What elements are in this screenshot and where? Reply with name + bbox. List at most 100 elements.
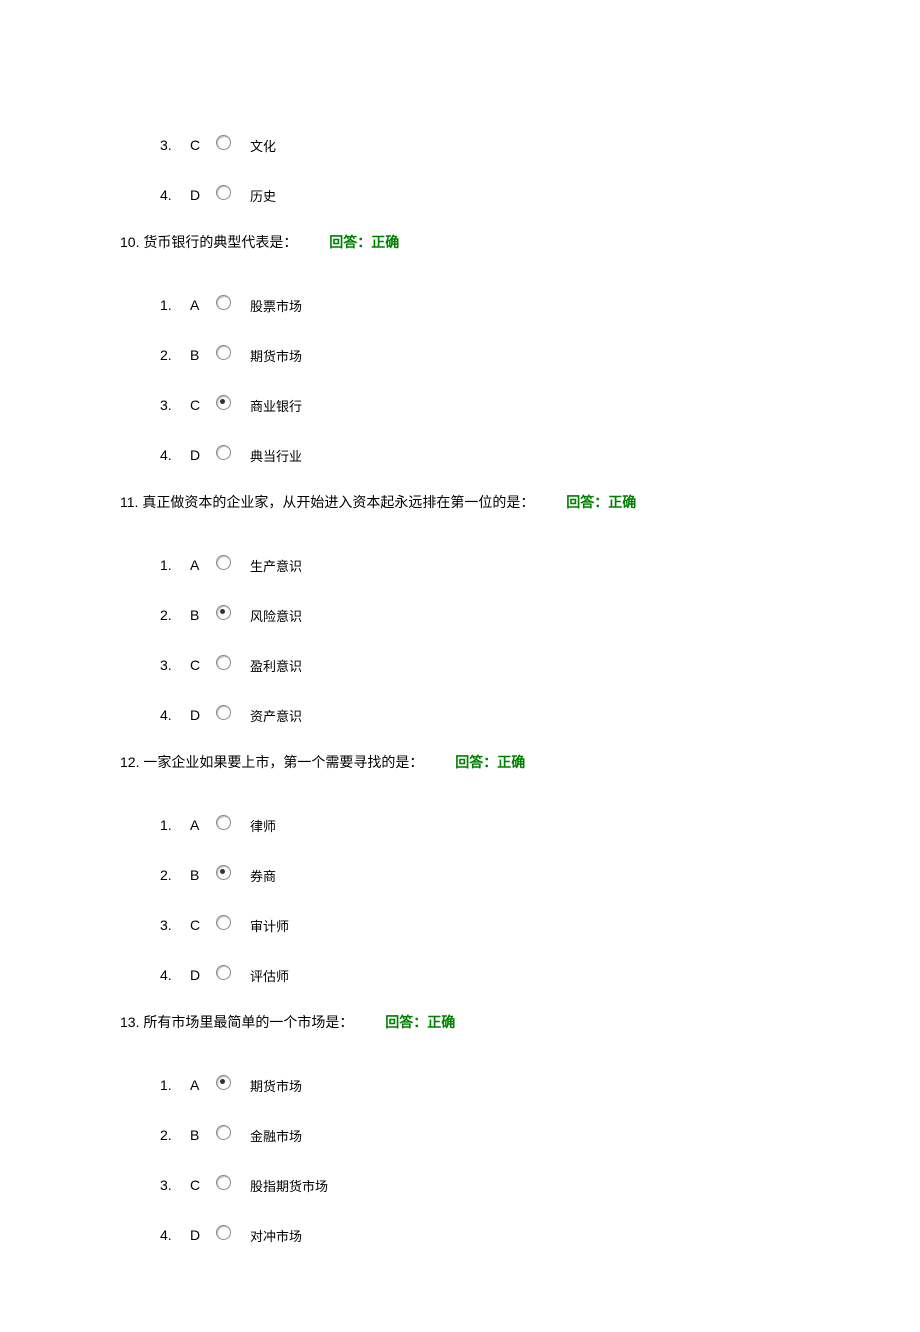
radio-wrap[interactable] — [216, 445, 250, 460]
option-row: 3. C 盈利意识 — [160, 640, 800, 690]
radio-wrap[interactable] — [216, 395, 250, 410]
option-letter: D — [190, 187, 216, 203]
option-row: 4. D 评估师 — [160, 950, 800, 1000]
radio-wrap[interactable] — [216, 135, 250, 150]
option-index: 4. — [160, 967, 190, 983]
radio-wrap[interactable] — [216, 1125, 250, 1140]
question-header: 11. 真正做资本的企业家，从开始进入资本起永远排在第一位的是： 回答：正确 — [120, 492, 800, 512]
radio-icon — [216, 1225, 231, 1240]
option-row: 4. D 对冲市场 — [160, 1210, 800, 1260]
radio-icon — [216, 915, 231, 930]
option-letter: C — [190, 397, 216, 413]
radio-wrap[interactable] — [216, 705, 250, 720]
option-text: 股指期货市场 — [250, 1176, 328, 1195]
option-letter: A — [190, 557, 216, 573]
radio-wrap[interactable] — [216, 655, 250, 670]
option-index: 4. — [160, 447, 190, 463]
option-row: 2. B 期货市场 — [160, 330, 800, 380]
radio-icon — [216, 605, 231, 620]
radio-wrap[interactable] — [216, 915, 250, 930]
option-index: 4. — [160, 1227, 190, 1243]
radio-icon — [216, 555, 231, 570]
option-letter: D — [190, 1227, 216, 1243]
radio-wrap[interactable] — [216, 555, 250, 570]
option-letter: C — [190, 1177, 216, 1193]
radio-wrap[interactable] — [216, 295, 250, 310]
option-text: 盈利意识 — [250, 656, 302, 675]
question-options: 1. A 股票市场 2. B 期货市场 3. C 商业银行 4. D 典当行业 — [160, 280, 800, 480]
question-options: 1. A 律师 2. B 券商 3. C 审计师 4. D 评估师 — [160, 800, 800, 1000]
option-row: 2. B 券商 — [160, 850, 800, 900]
option-row: 1. A 生产意识 — [160, 540, 800, 590]
option-letter: B — [190, 607, 216, 623]
option-index: 3. — [160, 137, 190, 153]
question-header: 10. 货币银行的典型代表是： 回答：正确 — [120, 232, 800, 252]
radio-wrap[interactable] — [216, 1075, 250, 1090]
option-index: 1. — [160, 557, 190, 573]
radio-wrap[interactable] — [216, 605, 250, 620]
option-index: 1. — [160, 297, 190, 313]
option-index: 3. — [160, 657, 190, 673]
option-row: 4. D 历史 — [160, 170, 800, 220]
option-row: 4. D 典当行业 — [160, 430, 800, 480]
option-letter: A — [190, 817, 216, 833]
partial-previous-options: 3. C 文化 4. D 历史 — [160, 120, 800, 220]
option-row: 3. C 审计师 — [160, 900, 800, 950]
question-number: 12. — [120, 754, 139, 770]
quiz-page: 3. C 文化 4. D 历史 10. 货币银行的典型代表是： 回答：正确 1.… — [0, 0, 920, 1332]
question-text: 一家企业如果要上市，第一个需要寻找的是： — [143, 754, 423, 770]
option-index: 4. — [160, 187, 190, 203]
option-text: 审计师 — [250, 916, 289, 935]
radio-wrap[interactable] — [216, 185, 250, 200]
radio-wrap[interactable] — [216, 1175, 250, 1190]
option-letter: D — [190, 967, 216, 983]
option-row: 2. B 金融市场 — [160, 1110, 800, 1160]
option-index: 2. — [160, 607, 190, 623]
radio-wrap[interactable] — [216, 965, 250, 980]
option-letter: A — [190, 297, 216, 313]
option-index: 3. — [160, 1177, 190, 1193]
option-text: 股票市场 — [250, 296, 302, 315]
option-row: 4. D 资产意识 — [160, 690, 800, 740]
option-text: 资产意识 — [250, 706, 302, 725]
radio-icon — [216, 1075, 231, 1090]
option-row: 3. C 股指期货市场 — [160, 1160, 800, 1210]
option-letter: B — [190, 347, 216, 363]
radio-icon — [216, 655, 231, 670]
option-row: 2. B 风险意识 — [160, 590, 800, 640]
radio-icon — [216, 345, 231, 360]
option-index: 1. — [160, 1077, 190, 1093]
radio-icon — [216, 1175, 231, 1190]
option-letter: C — [190, 137, 216, 153]
option-text: 商业银行 — [250, 396, 302, 415]
option-text: 金融市场 — [250, 1126, 302, 1145]
option-row: 1. A 期货市场 — [160, 1060, 800, 1110]
option-text: 评估师 — [250, 966, 289, 985]
radio-icon — [216, 815, 231, 830]
option-text: 律师 — [250, 816, 276, 835]
radio-icon — [216, 295, 231, 310]
option-text: 券商 — [250, 866, 276, 885]
radio-icon — [216, 965, 231, 980]
option-text: 期货市场 — [250, 1076, 302, 1095]
option-index: 3. — [160, 397, 190, 413]
option-row: 1. A 股票市场 — [160, 280, 800, 330]
question-feedback: 回答：正确 — [455, 754, 525, 770]
question-number: 10. — [120, 234, 139, 250]
radio-wrap[interactable] — [216, 815, 250, 830]
option-text: 对冲市场 — [250, 1226, 302, 1245]
option-text: 历史 — [250, 186, 276, 205]
option-row: 3. C 文化 — [160, 120, 800, 170]
radio-wrap[interactable] — [216, 865, 250, 880]
question-header: 12. 一家企业如果要上市，第一个需要寻找的是： 回答：正确 — [120, 752, 800, 772]
option-letter: C — [190, 657, 216, 673]
option-index: 2. — [160, 867, 190, 883]
radio-wrap[interactable] — [216, 345, 250, 360]
option-index: 2. — [160, 347, 190, 363]
radio-wrap[interactable] — [216, 1225, 250, 1240]
question-feedback: 回答：正确 — [329, 234, 399, 250]
option-letter: B — [190, 867, 216, 883]
radio-icon — [216, 865, 231, 880]
option-text: 期货市场 — [250, 346, 302, 365]
question-text: 真正做资本的企业家，从开始进入资本起永远排在第一位的是： — [142, 494, 534, 510]
